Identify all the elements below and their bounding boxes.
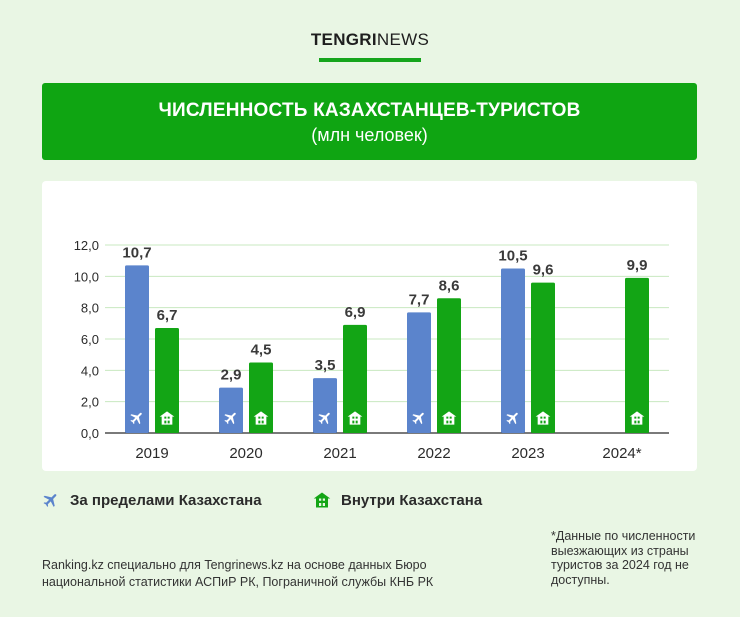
- y-tick-label: 10,0: [74, 269, 99, 284]
- data-label: 8,6: [439, 277, 460, 294]
- house-icon: [629, 411, 645, 425]
- data-label: 10,7: [122, 244, 151, 261]
- y-tick-label: 12,0: [74, 238, 99, 253]
- x-tick-label: 2021: [323, 445, 356, 462]
- legend-label-abroad: За пределами Казахстана: [70, 491, 262, 509]
- house-icon: [159, 411, 175, 425]
- data-label: 6,9: [345, 304, 366, 321]
- chart-title: ЧИСЛЕННОСТЬ КАЗАХСТАНЦЕВ-ТУРИСТОВ: [158, 100, 581, 121]
- airplane-icon: [318, 412, 330, 425]
- data-label: 7,7: [409, 291, 430, 308]
- data-label: 4,5: [251, 342, 272, 359]
- legend-item-abroad: За пределами Казахстана: [42, 490, 262, 510]
- data-label: 3,5: [315, 357, 336, 374]
- x-tick-label: 2023: [511, 445, 544, 462]
- data-label: 9,6: [533, 262, 554, 279]
- title-banner: ЧИСЛЕННОСТЬ КАЗАХСТАНЦЕВ-ТУРИСТОВ (млн ч…: [42, 83, 697, 160]
- legend-label-domestic: Внутри Казахстана: [341, 491, 483, 509]
- brand-part1: TENGRI: [310, 30, 377, 49]
- y-tick-label: 4,0: [81, 363, 99, 378]
- x-tick-label: 2020: [229, 445, 262, 462]
- house-icon: [253, 411, 269, 425]
- footnote: *Данные по численности выезжающих из стр…: [551, 529, 696, 587]
- x-tick-label: 2024*: [602, 445, 641, 462]
- airplane-icon: [224, 412, 236, 425]
- house-icon: [313, 492, 331, 508]
- house-icon: [347, 411, 363, 425]
- house-icon: [441, 411, 457, 425]
- x-tick-label: 2019: [135, 445, 168, 462]
- y-tick-label: 2,0: [81, 395, 99, 410]
- airplane-icon: [130, 412, 142, 425]
- chart-subtitle: (млн человек): [311, 125, 428, 145]
- legend-item-domestic: Внутри Казахстана: [313, 490, 482, 510]
- brand-part2: NEWS: [376, 30, 430, 49]
- data-label: 6,7: [157, 307, 178, 324]
- airplane-icon: [506, 412, 518, 425]
- bar-domestic: [155, 328, 179, 433]
- brand-underline: [319, 58, 421, 62]
- airplane-icon: [412, 412, 424, 425]
- y-tick-label: 6,0: [81, 332, 99, 347]
- bar-domestic: [625, 277, 649, 433]
- data-label: 10,5: [498, 248, 527, 265]
- chart-card: [42, 181, 697, 471]
- bar-abroad: [125, 265, 149, 433]
- bar-domestic: [531, 282, 555, 433]
- airplane-icon: [43, 494, 57, 507]
- data-label: 9,9: [627, 257, 648, 274]
- bar-abroad: [407, 312, 431, 433]
- source-note: Ranking.kz специально для Tengrinews.kz …: [42, 558, 434, 589]
- bar-domestic: [437, 298, 461, 433]
- y-tick-label: 8,0: [81, 301, 99, 316]
- bar-abroad: [219, 387, 243, 433]
- bar-abroad: [501, 268, 525, 433]
- brand-logo: TENGRINEWS: [0, 30, 740, 50]
- bar-domestic: [343, 324, 367, 433]
- x-tick-label: 2022: [417, 445, 450, 462]
- y-tick-label: 0,0: [81, 426, 99, 441]
- bar-abroad: [313, 378, 337, 433]
- data-label: 2,9: [221, 367, 242, 384]
- house-icon: [535, 411, 551, 425]
- bar-chart: 0,0 2,0 4,0 6,0 8,0 10,0 12,0 10,7 6,7 2019 2,9 4,5…: [74, 238, 669, 462]
- bar-domestic: [249, 362, 273, 433]
